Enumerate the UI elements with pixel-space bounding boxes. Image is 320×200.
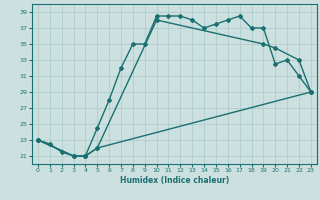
X-axis label: Humidex (Indice chaleur): Humidex (Indice chaleur)	[120, 176, 229, 185]
